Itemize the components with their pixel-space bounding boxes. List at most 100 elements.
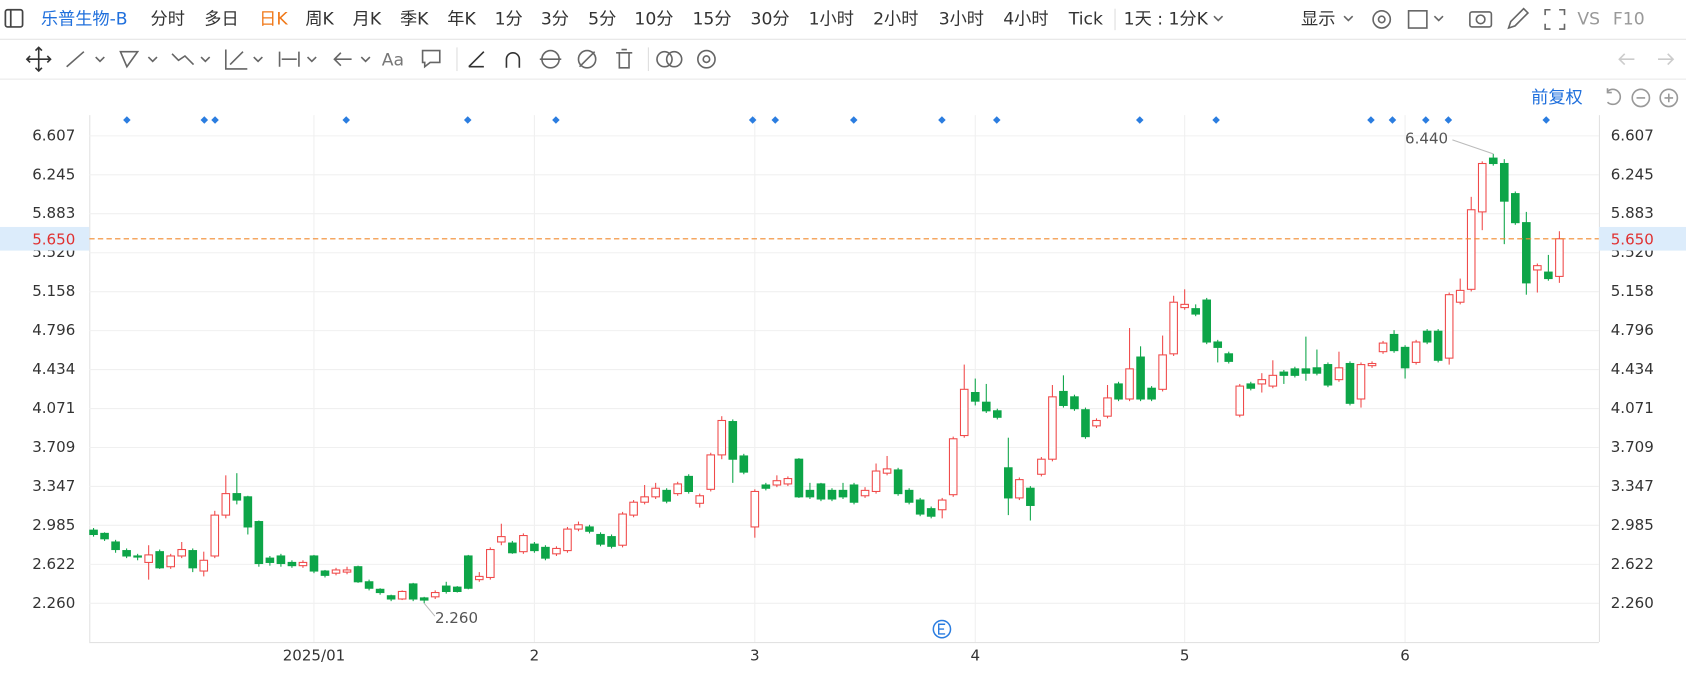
period-tab[interactable]: 10分 xyxy=(634,9,673,29)
candle-body xyxy=(276,555,286,565)
candle-body xyxy=(199,559,209,572)
period-tab[interactable]: 30分 xyxy=(751,9,790,29)
adjust-mode[interactable]: 前复权 xyxy=(1531,88,1583,108)
camera-icon[interactable] xyxy=(1469,11,1493,28)
event-marker xyxy=(1136,116,1144,124)
x-tick-label: 6 xyxy=(1400,646,1410,664)
event-marker xyxy=(200,116,209,124)
period-tab[interactable]: Tick xyxy=(1068,9,1103,29)
candle-body xyxy=(298,561,308,567)
candle-body xyxy=(1037,458,1046,475)
candle-body xyxy=(1356,364,1366,400)
candle-body xyxy=(827,489,837,500)
measure-tool[interactable] xyxy=(224,49,248,70)
period-tab[interactable]: 周K xyxy=(305,9,334,29)
sidebar-toggle[interactable] xyxy=(4,8,24,28)
x-tick-label: 3 xyxy=(750,646,760,664)
period-tab[interactable]: 日K xyxy=(259,9,288,29)
vs-button[interactable]: VS xyxy=(1577,9,1600,29)
period-tab[interactable]: 1分 xyxy=(495,9,523,29)
candle-body xyxy=(1191,308,1200,315)
chevron xyxy=(200,56,211,63)
period-tab[interactable]: 多日 xyxy=(204,9,238,29)
compare-tool-b xyxy=(665,50,683,68)
undo[interactable] xyxy=(1618,53,1635,66)
candle-body xyxy=(772,480,782,486)
y2-tick-label: 5.883 xyxy=(1611,204,1654,222)
symbol[interactable]: 乐普生物-B xyxy=(41,9,128,29)
y-tick-label: 5.158 xyxy=(32,282,75,300)
period-tab[interactable]: 季K xyxy=(400,9,429,29)
text-tool[interactable]: Aa xyxy=(382,50,404,70)
period-tab[interactable]: 3分 xyxy=(541,9,569,29)
candle-body xyxy=(1202,299,1212,343)
candle-body xyxy=(871,470,881,492)
period-tab[interactable]: 年K xyxy=(447,9,476,29)
y2-tick-label: 6.245 xyxy=(1611,165,1654,183)
reset-zoom[interactable] xyxy=(1606,88,1622,106)
period-tab[interactable]: 2小时 xyxy=(873,9,918,29)
hide-tool[interactable] xyxy=(577,49,597,69)
candle-body xyxy=(563,528,572,552)
candle-body xyxy=(706,454,716,490)
candle-body xyxy=(486,548,495,579)
candle-body xyxy=(1026,487,1035,506)
event-marker xyxy=(771,116,780,124)
settings-icon[interactable] xyxy=(1372,10,1392,29)
display-menu[interactable]: 显示 xyxy=(1301,9,1335,29)
candle-body xyxy=(254,521,264,565)
zoom-in-sign xyxy=(1664,93,1674,103)
redo[interactable] xyxy=(1658,53,1675,66)
pencil-icon[interactable] xyxy=(1507,7,1530,30)
chevron xyxy=(1433,15,1444,22)
fullscreen-icon[interactable] xyxy=(1544,8,1566,30)
period-tab[interactable]: 月K xyxy=(353,9,382,29)
shape-tool[interactable] xyxy=(119,50,140,69)
candle-body xyxy=(992,410,1002,418)
move-tool[interactable] xyxy=(25,46,52,73)
y-tick-label: 3.347 xyxy=(32,477,75,495)
period-tab[interactable]: 4小时 xyxy=(1003,9,1048,29)
candle-body xyxy=(1477,162,1487,213)
candle-body xyxy=(794,458,804,498)
event-marker xyxy=(1542,116,1550,124)
candle-body xyxy=(1455,289,1465,303)
angle-tool[interactable] xyxy=(468,51,485,68)
wave-tool[interactable] xyxy=(171,53,195,66)
tool-settings[interactable] xyxy=(697,49,716,69)
candle-body xyxy=(1555,238,1564,277)
period-tab[interactable]: 分时 xyxy=(151,9,185,29)
comment-tool[interactable] xyxy=(421,49,441,69)
range-tool[interactable] xyxy=(278,51,300,67)
compare-tool[interactable] xyxy=(656,50,673,68)
period-bar: 分时 多日 日K 周K 月K 季K 年K 1分 3分 5分 10分 15分 30分 1小时 2小时 3小时 4小… xyxy=(151,9,1209,29)
high-label: 6.440 xyxy=(1405,129,1448,147)
candle-body xyxy=(210,514,220,557)
candle-body xyxy=(816,483,826,500)
zoom-in[interactable] xyxy=(1659,88,1679,108)
y2-tick-label: 3.709 xyxy=(1611,438,1654,456)
candle-body xyxy=(1103,397,1112,417)
candle-body xyxy=(1180,303,1189,309)
arrow-tool[interactable] xyxy=(333,52,352,67)
candle-body xyxy=(596,533,605,545)
candle-body xyxy=(375,588,385,594)
price-label: 5.650 xyxy=(1611,230,1654,248)
layout-icon[interactable] xyxy=(1407,10,1428,29)
period-tab[interactable]: 1小时 xyxy=(809,9,854,29)
y2-tick-label: 5.158 xyxy=(1611,282,1654,300)
f10-button[interactable]: F10 xyxy=(1613,9,1645,29)
candle-body xyxy=(1114,383,1123,400)
candle-body xyxy=(1511,193,1520,224)
period-tab[interactable]: 15分 xyxy=(692,9,731,29)
candle-body xyxy=(1158,354,1167,390)
delete-tool[interactable] xyxy=(616,48,633,69)
period-tab[interactable]: 5分 xyxy=(588,9,616,29)
event-marker xyxy=(849,116,858,124)
y-tick-label: 3.709 xyxy=(32,438,75,456)
magnet-tool[interactable] xyxy=(505,51,521,68)
period-tab[interactable]: 1天 : 1分K xyxy=(1124,9,1209,29)
zoom-out[interactable] xyxy=(1631,88,1651,108)
line-tool[interactable] xyxy=(66,51,85,68)
period-tab[interactable]: 3小时 xyxy=(939,9,984,29)
